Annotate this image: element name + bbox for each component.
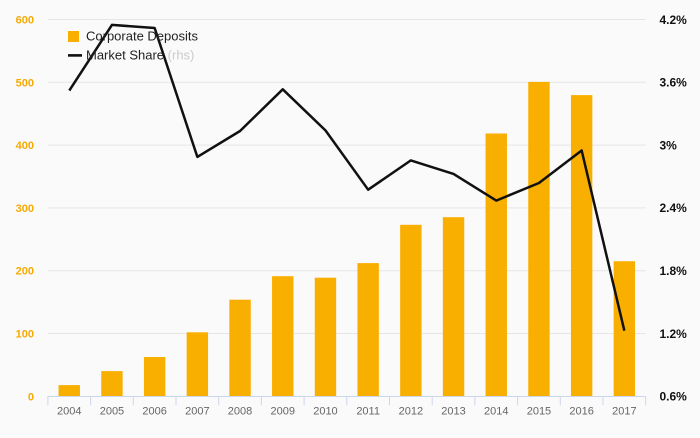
svg-text:2013: 2013 xyxy=(441,406,465,418)
svg-text:2004: 2004 xyxy=(57,406,81,418)
svg-text:2.4%: 2.4% xyxy=(660,201,688,215)
svg-text:2008: 2008 xyxy=(228,406,252,418)
svg-text:2009: 2009 xyxy=(271,406,295,418)
svg-text:1.2%: 1.2% xyxy=(660,327,688,341)
svg-text:3%: 3% xyxy=(660,138,678,152)
svg-text:2006: 2006 xyxy=(142,406,166,418)
svg-text:2007: 2007 xyxy=(185,406,209,418)
svg-text:200: 200 xyxy=(16,266,34,278)
svg-text:2016: 2016 xyxy=(569,406,593,418)
svg-text:100: 100 xyxy=(16,329,34,341)
svg-text:1.8%: 1.8% xyxy=(660,264,688,278)
svg-text:Market Share (rhs): Market Share (rhs) xyxy=(86,48,194,63)
svg-text:2014: 2014 xyxy=(484,406,508,418)
svg-text:2010: 2010 xyxy=(313,406,337,418)
svg-text:2015: 2015 xyxy=(527,406,551,418)
svg-text:0: 0 xyxy=(28,391,34,403)
svg-text:2012: 2012 xyxy=(399,406,423,418)
svg-text:4.2%: 4.2% xyxy=(660,13,688,27)
svg-text:Corporate Deposits: Corporate Deposits xyxy=(86,28,198,43)
svg-text:2017: 2017 xyxy=(612,406,636,418)
svg-text:500: 500 xyxy=(16,77,34,89)
svg-text:2011: 2011 xyxy=(356,406,380,418)
svg-text:0.6%: 0.6% xyxy=(660,390,688,404)
svg-text:3.6%: 3.6% xyxy=(660,76,688,90)
svg-text:300: 300 xyxy=(16,203,34,215)
svg-text:600: 600 xyxy=(16,15,34,27)
svg-text:2005: 2005 xyxy=(100,406,124,418)
svg-text:400: 400 xyxy=(16,140,34,152)
